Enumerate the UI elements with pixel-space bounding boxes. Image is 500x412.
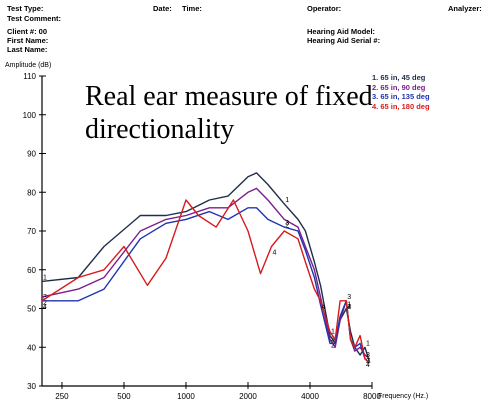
y-tick-label: 100 [23, 111, 37, 120]
y-tick-label: 80 [27, 188, 36, 197]
x-tick-label: 500 [117, 392, 131, 401]
series-marker-2: 2 [347, 304, 351, 311]
y-tick-label: 110 [23, 72, 36, 81]
series-marker-3: 3 [285, 220, 289, 227]
series-marker-3: 3 [43, 294, 47, 301]
header-first-name: First Name: [7, 36, 49, 45]
y-tick-label: 30 [27, 382, 36, 391]
header-hearing-aid-model: Hearing Aid Model: [307, 27, 376, 36]
header-last-name: Last Name: [7, 45, 48, 54]
chart-legend: 1. 65 in, 45 deg 2. 65 in, 90 deg 3. 65 … [372, 73, 430, 111]
header-client: Client #: 00 [7, 27, 48, 36]
x-tick-label: 8000 [363, 392, 381, 401]
x-tick-label: 1000 [177, 392, 195, 401]
x-axis-label: Frequency (Hz.) [378, 393, 428, 400]
series-marker-3: 3 [331, 336, 335, 343]
series-line-4 [41, 199, 371, 364]
header-operator: Operator: [307, 4, 342, 13]
header-time: Time: [182, 4, 202, 13]
series-line-1 [41, 172, 371, 364]
series-marker-3: 3 [366, 352, 370, 359]
series-marker-4: 4 [322, 304, 326, 311]
legend-item-4: 4. 65 in, 180 deg [372, 101, 430, 111]
series-marker-4: 4 [43, 304, 47, 311]
series-marker-4: 4 [347, 304, 351, 311]
series-marker-1: 1 [285, 197, 289, 204]
y-tick-label: 60 [27, 266, 36, 275]
series-marker-2: 2 [331, 343, 335, 350]
series-marker-4: 4 [272, 250, 276, 257]
legend-item-3: 3. 65 in, 135 deg [372, 92, 430, 102]
y-tick-label: 90 [27, 150, 36, 159]
x-tick-label: 2000 [239, 392, 257, 401]
y-axis-label: Amplitude (dB) [5, 62, 51, 69]
header-hearing-aid-serial: Hearing Aid Serial #: [307, 36, 381, 45]
legend-item-1: 1. 65 in, 45 deg [372, 73, 426, 82]
series-marker-1: 1 [366, 340, 370, 347]
y-tick-label: 70 [27, 227, 36, 236]
legend-item-2: 2. 65 in, 90 deg [372, 82, 426, 92]
series-marker-1: 1 [331, 329, 335, 336]
series-marker-1: 1 [347, 302, 351, 309]
x-tick-label: 4000 [301, 392, 319, 401]
y-tick-label: 50 [27, 305, 36, 314]
axes: 30 40 50 60 70 80 90 100 110 250 500 1000 2000 4000 80… [23, 72, 382, 401]
chart-title: Real ear measure of fixed directionality [85, 81, 373, 145]
y-tick-label: 40 [27, 343, 36, 352]
series-marker-2: 2 [285, 222, 289, 229]
series-marker-1: 1 [43, 274, 47, 281]
header-analyzer: Analyzer: [448, 4, 482, 13]
header-test-comment: Test Comment: [7, 14, 62, 23]
series-marker-4: 4 [366, 362, 370, 369]
header-date: Date: [153, 4, 172, 13]
header-test-type: Test Type: [7, 4, 44, 13]
series-marker-3: 3 [347, 294, 351, 301]
series-marker-2: 2 [43, 300, 47, 307]
x-tick-label: 250 [55, 392, 69, 401]
